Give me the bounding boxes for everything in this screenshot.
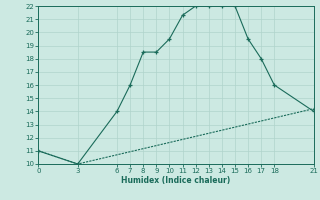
X-axis label: Humidex (Indice chaleur): Humidex (Indice chaleur): [121, 176, 231, 185]
